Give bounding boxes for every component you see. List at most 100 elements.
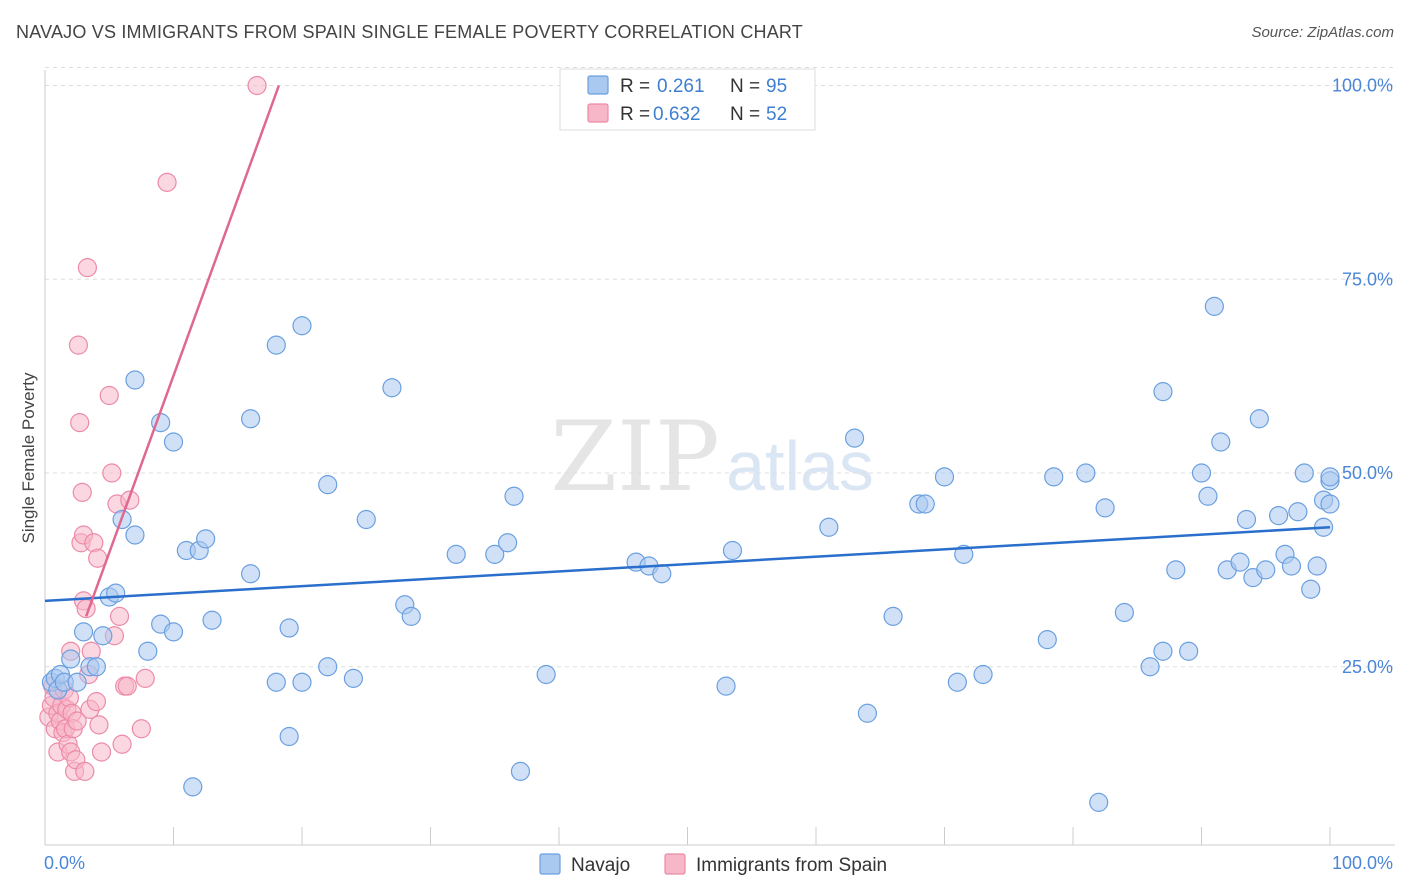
navajo-point — [485, 544, 505, 564]
navajo-point — [1211, 432, 1231, 452]
watermark-zip: ZIP — [550, 401, 719, 513]
navajo-point — [819, 517, 839, 537]
navajo-point — [1256, 560, 1276, 580]
navajo-point — [292, 316, 312, 336]
spain-point — [247, 75, 267, 96]
watermark: ZIP atlas — [550, 401, 874, 513]
navajo-point — [202, 610, 222, 630]
spain-point — [102, 463, 122, 483]
spain-point — [67, 711, 87, 731]
navajo-point — [163, 622, 184, 642]
navajo-point — [498, 533, 518, 553]
x-ticks — [44, 827, 1331, 845]
navajo-point — [1140, 657, 1160, 677]
navajo-point — [279, 618, 299, 638]
navajo-point — [1153, 641, 1173, 661]
navajo-point — [1320, 467, 1340, 487]
navajo-point — [954, 544, 974, 564]
legend-spain-n-label: N = — [730, 104, 760, 125]
navajo-point — [1320, 494, 1340, 514]
navajo-point — [292, 672, 312, 692]
legend-navajo-r-label: R = — [620, 76, 650, 97]
navajo-point — [857, 703, 878, 723]
legend-navajo-n-value: 95 — [766, 76, 787, 97]
spain-point — [75, 761, 95, 781]
navajo-point — [722, 540, 743, 561]
navajo-point — [1288, 502, 1308, 522]
navajo-point — [1294, 463, 1314, 483]
spain-point — [131, 719, 151, 739]
spain-point — [117, 676, 137, 696]
spain-point — [120, 490, 140, 510]
spain-point — [86, 692, 107, 712]
bottom-legend-navajo-swatch — [539, 853, 561, 875]
navajo-point — [241, 409, 261, 429]
navajo-point — [67, 672, 87, 692]
spain-point — [91, 742, 112, 762]
navajo-point — [883, 606, 903, 626]
legend-navajo-n-label: N = — [730, 76, 760, 97]
navajo-point — [318, 657, 338, 677]
navajo-point — [934, 467, 955, 487]
navajo-point — [1301, 579, 1321, 599]
navajo-point — [1281, 556, 1302, 576]
navajo-point — [61, 649, 81, 669]
legend-navajo-swatch — [587, 75, 609, 95]
navajo-point — [266, 335, 286, 355]
navajo-point — [163, 432, 184, 452]
navajo-point — [1044, 467, 1064, 487]
y-tick-label: 25.0% — [1342, 657, 1393, 677]
navajo-point — [138, 641, 158, 661]
navajo-point — [279, 726, 299, 747]
spain-trend-line — [84, 85, 281, 617]
navajo-point — [73, 622, 94, 642]
navajo-point — [356, 509, 376, 530]
y-tick-label: 100.0% — [1332, 76, 1393, 96]
navajo-point — [844, 428, 865, 448]
navajo-trend-line — [44, 526, 1331, 603]
navajo-point — [1095, 498, 1115, 518]
navajo-point — [1191, 463, 1212, 483]
navajo-point — [1166, 560, 1186, 580]
navajo-point — [915, 494, 935, 514]
navajo-point — [1268, 506, 1289, 526]
navajo-point — [1076, 463, 1096, 483]
legend-spain-r-label: R = — [620, 104, 650, 125]
spain-point — [70, 413, 90, 433]
navajo-point — [536, 664, 556, 685]
spain-point — [72, 482, 92, 502]
navajo-point — [1089, 792, 1109, 812]
navajo-point — [510, 761, 531, 781]
navajo-point — [716, 676, 736, 696]
bottom-legend-navajo-label: Navajo — [571, 855, 630, 876]
navajo-point — [1236, 509, 1257, 530]
navajo-point — [1037, 630, 1057, 650]
legend-spain-r-value: 0.632 — [653, 104, 701, 125]
legend-spain-swatch — [587, 103, 609, 123]
spain-point — [99, 385, 119, 406]
axes — [44, 70, 1395, 846]
y-tick-label: 75.0% — [1342, 269, 1393, 289]
source-label: Source: ZipAtlas.com — [1251, 24, 1394, 41]
navajo-point — [1249, 409, 1269, 429]
spain-point — [112, 734, 132, 754]
x-tick-label-max: 100.0% — [1332, 853, 1393, 873]
navajo-point — [401, 606, 421, 626]
legend-navajo-r-value: 0.261 — [657, 76, 705, 97]
navajo-point — [266, 672, 286, 692]
navajo-point — [1307, 556, 1327, 576]
navajo-point — [1230, 552, 1250, 572]
series-spain-points — [39, 75, 267, 781]
x-tick-label-min: 0.0% — [44, 853, 85, 873]
spain-point — [109, 606, 130, 626]
legend-spain-n-value: 52 — [766, 104, 787, 125]
navajo-point — [318, 475, 338, 495]
bottom-legend-spain-label: Immigrants from Spain — [696, 855, 887, 876]
navajo-point — [183, 777, 203, 797]
navajo-point — [1153, 382, 1173, 402]
y-tick-labels: 25.0% 50.0% 75.0% 100.0% — [1332, 76, 1393, 677]
spain-point — [135, 668, 155, 688]
navajo-point — [947, 672, 967, 692]
navajo-point — [93, 626, 113, 646]
